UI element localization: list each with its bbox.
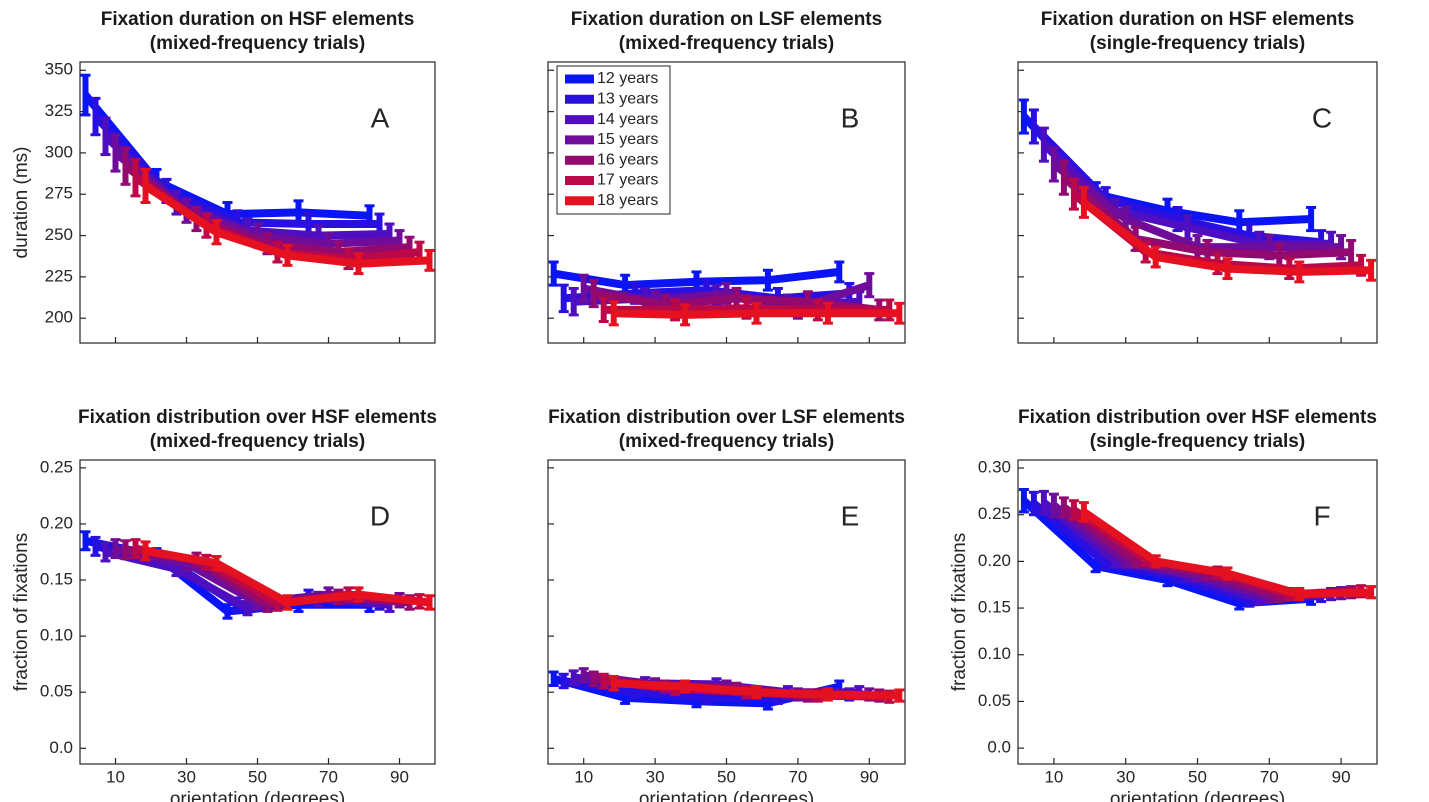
series-line [1061, 174, 1352, 260]
series-line [1081, 199, 1372, 276]
y-tick-label: 0.10 [978, 644, 1011, 663]
y-tick-label: 250 [45, 225, 73, 244]
chart-subtitle: (mixed-frequency trials) [619, 33, 834, 54]
chart-subtitle: (mixed-frequency trials) [150, 33, 365, 54]
y-tick-label: 0.15 [978, 598, 1011, 617]
y-tick-label: 0.20 [40, 513, 73, 532]
y-axis-label: fraction of fixations [949, 533, 970, 691]
x-tick-label: 50 [248, 767, 267, 786]
y-tick-label: 0.05 [978, 691, 1011, 710]
series-line [613, 309, 900, 319]
legend-label: 13 years [597, 91, 658, 108]
panel-letter: E [841, 500, 860, 531]
series-line [143, 182, 430, 268]
legend-label: 18 years [597, 192, 658, 209]
chart-subtitle: (single-frequency trials) [1090, 33, 1305, 54]
panel-letter: F [1313, 500, 1330, 531]
series-line [553, 267, 840, 290]
x-tick-label: 50 [1188, 767, 1207, 786]
series-line [613, 679, 900, 700]
x-tick-label: 10 [1044, 767, 1063, 786]
y-tick-label: 0.25 [40, 457, 73, 476]
panel-letter: A [371, 102, 390, 133]
series-line [1081, 508, 1372, 599]
y-tick-label: 0.0 [987, 738, 1011, 757]
x-tick-label: 70 [1260, 767, 1279, 786]
chart-title: Fixation duration on HSF elements [101, 9, 415, 30]
x-tick-label: 70 [319, 767, 338, 786]
y-tick-label: 225 [45, 266, 73, 285]
x-tick-label: 30 [1116, 767, 1135, 786]
x-tick-label: 10 [106, 767, 125, 786]
chart-title: Fixation distribution over HSF elements [78, 407, 437, 428]
chart-subtitle: (single-frequency trials) [1090, 431, 1305, 452]
y-tick-label: 0.30 [978, 458, 1011, 477]
x-tick-label: 50 [717, 767, 736, 786]
panel-letter: B [841, 102, 860, 133]
x-tick-label: 90 [860, 767, 879, 786]
x-axis-label: orientation (degrees) [1110, 789, 1285, 802]
chart-title: Fixation distribution over HSF elements [1018, 407, 1377, 428]
y-axis-label: fraction of fixations [11, 533, 32, 691]
legend-label: 16 years [597, 151, 658, 168]
y-tick-label: 300 [45, 142, 73, 161]
series-line [144, 546, 430, 607]
y-tick-label: 325 [45, 101, 73, 120]
x-tick-label: 10 [574, 767, 593, 786]
y-tick-label: 350 [45, 60, 73, 79]
y-tick-label: 0.0 [49, 738, 73, 757]
x-tick-label: 90 [1332, 767, 1351, 786]
chart-title: Fixation duration on HSF elements [1041, 9, 1355, 30]
y-axis-label: duration (ms) [11, 147, 32, 259]
legend-label: 14 years [597, 111, 658, 128]
x-tick-label: 70 [788, 767, 807, 786]
x-axis-label: orientation (degrees) [639, 789, 814, 802]
y-tick-label: 0.25 [978, 504, 1011, 523]
y-tick-label: 0.05 [40, 682, 73, 701]
x-tick-label: 90 [390, 767, 409, 786]
legend-label: 12 years [597, 70, 658, 87]
y-tick-label: 275 [45, 184, 73, 203]
chart-subtitle: (mixed-frequency trials) [150, 431, 365, 452]
y-tick-label: 200 [45, 308, 73, 327]
x-tick-label: 30 [646, 767, 665, 786]
x-axis-label: orientation (degrees) [170, 789, 345, 802]
panel-letter: D [370, 500, 390, 531]
chart-title: Fixation distribution over LSF elements [548, 407, 905, 428]
y-tick-label: 0.10 [40, 626, 73, 645]
legend-label: 15 years [597, 131, 658, 148]
panel-letter: C [1312, 102, 1332, 133]
x-tick-label: 30 [177, 767, 196, 786]
chart-subtitle: (mixed-frequency trials) [619, 431, 834, 452]
y-tick-label: 0.20 [978, 551, 1011, 570]
legend-label: 17 years [597, 172, 658, 189]
y-tick-label: 0.15 [40, 570, 73, 589]
chart-title: Fixation duration on LSF elements [571, 9, 882, 30]
